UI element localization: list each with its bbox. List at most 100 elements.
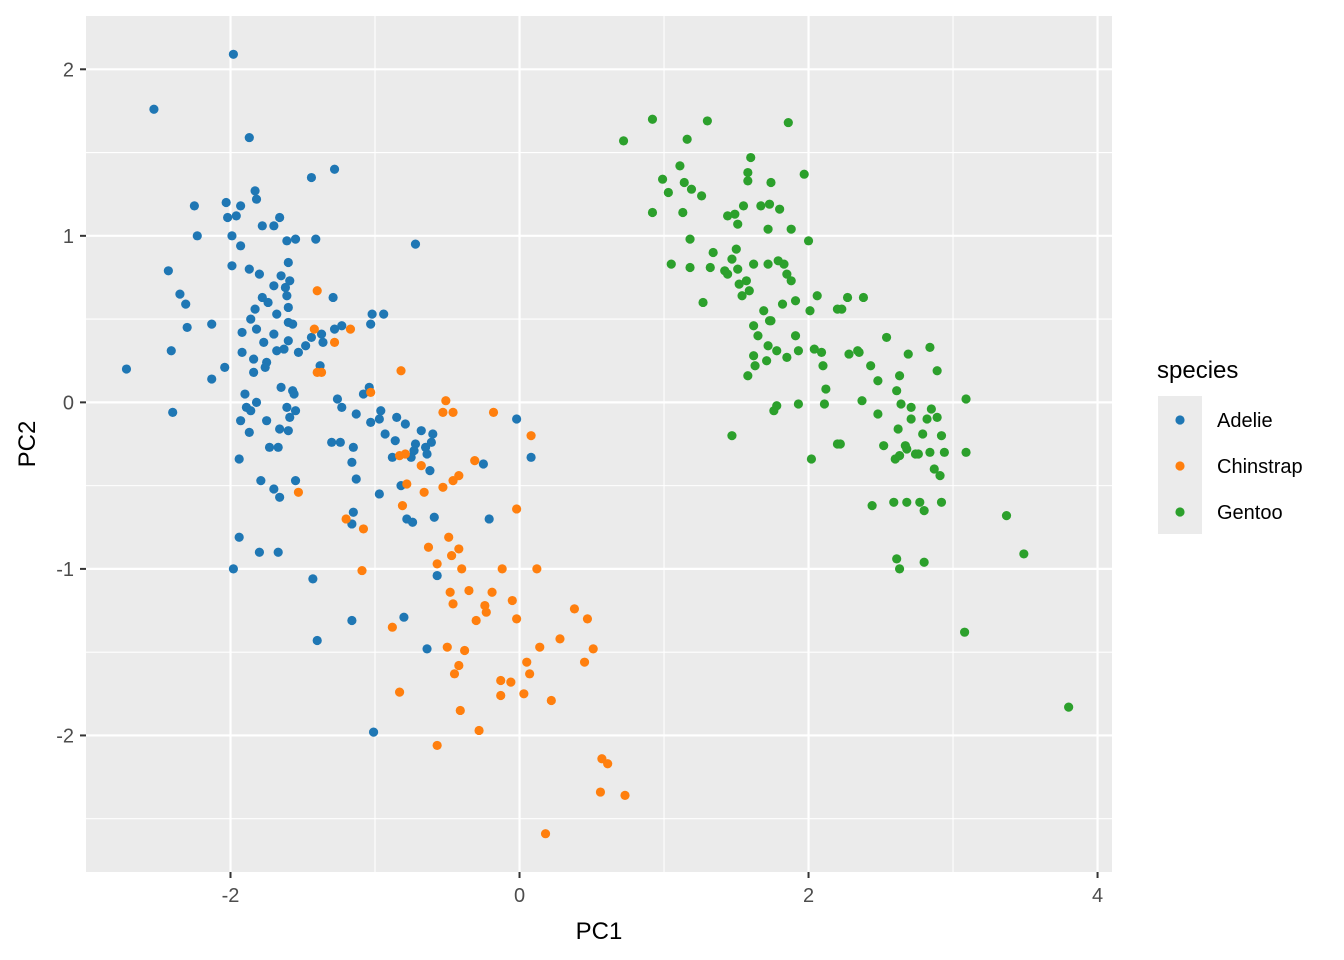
point-adelie (374, 489, 384, 499)
point-chinstrap (488, 407, 499, 417)
y-tick-label: 0 (63, 392, 74, 414)
point-chinstrap (423, 542, 434, 552)
point-adelie (262, 416, 272, 426)
point-gentoo (879, 441, 889, 451)
point-chinstrap (397, 501, 408, 511)
point-adelie (272, 309, 282, 319)
point-chinstrap (448, 476, 458, 486)
point-adelie (251, 194, 262, 204)
point-adelie (484, 514, 494, 524)
point-gentoo (806, 454, 817, 464)
point-adelie (399, 612, 409, 622)
point-chinstrap (402, 479, 412, 489)
point-gentoo (786, 224, 796, 234)
point-adelie (306, 172, 317, 183)
point-gentoo (666, 259, 676, 269)
point-chinstrap (532, 564, 542, 574)
point-gentoo (809, 344, 819, 354)
point-gentoo (925, 447, 935, 457)
point-chinstrap (441, 396, 451, 406)
point-adelie (351, 474, 361, 484)
point-chinstrap (432, 740, 442, 751)
point-chinstrap (582, 614, 593, 624)
point-gentoo (766, 316, 776, 326)
point-gentoo (733, 264, 743, 274)
point-adelie (259, 337, 269, 348)
point-gentoo (675, 161, 685, 171)
point-gentoo (731, 244, 741, 254)
data-points (121, 49, 1074, 839)
point-gentoo (763, 341, 773, 351)
point-gentoo (647, 207, 658, 218)
point-adelie (422, 644, 432, 654)
point-adelie (182, 322, 192, 333)
point-adelie (276, 271, 286, 281)
point-gentoo (799, 169, 809, 179)
point-gentoo (766, 177, 776, 188)
point-gentoo (844, 349, 854, 359)
point-chinstrap (496, 690, 506, 701)
x-tick-label: 2 (803, 885, 814, 907)
point-gentoo (772, 346, 782, 356)
point-chinstrap (522, 657, 532, 667)
point-adelie (228, 564, 238, 574)
point-chinstrap (394, 687, 405, 697)
point-gentoo (902, 444, 912, 454)
point-adelie (290, 406, 301, 416)
panel-background (86, 16, 1112, 872)
point-gentoo (803, 236, 814, 246)
point-adelie (269, 329, 279, 339)
point-adelie (390, 436, 400, 446)
point-adelie (279, 344, 289, 354)
point-chinstrap (345, 324, 356, 334)
point-adelie (273, 442, 283, 452)
point-chinstrap (525, 669, 535, 679)
point-adelie (254, 269, 265, 279)
y-tick-label: 1 (63, 226, 74, 248)
point-chinstrap (496, 675, 506, 686)
point-gentoo (854, 347, 864, 358)
point-chinstrap (512, 614, 522, 624)
point-adelie (293, 347, 304, 358)
y-tick-label: -2 (56, 725, 74, 747)
point-gentoo (749, 321, 759, 331)
point-gentoo (961, 447, 971, 457)
point-gentoo (961, 394, 971, 404)
point-gentoo (894, 371, 905, 381)
point-chinstrap (603, 759, 613, 769)
x-tick-label: -2 (222, 885, 240, 907)
point-gentoo (663, 187, 673, 198)
legend-label-adelie: Adelie (1217, 410, 1273, 432)
point-gentoo (903, 349, 913, 359)
point-gentoo (682, 134, 692, 144)
point-adelie (192, 231, 202, 241)
point-gentoo (793, 399, 804, 409)
point-gentoo (782, 352, 792, 363)
point-gentoo (762, 356, 772, 366)
point-adelie (280, 282, 291, 293)
point-adelie (351, 409, 361, 419)
point-chinstrap (507, 595, 517, 606)
point-gentoo (756, 201, 766, 211)
point-gentoo (749, 259, 759, 269)
point-gentoo (697, 191, 707, 201)
point-gentoo (1064, 702, 1074, 712)
point-adelie (249, 354, 259, 364)
point-gentoo (922, 414, 932, 424)
point-gentoo (775, 204, 785, 214)
legend-key-chinstrap (1175, 461, 1185, 471)
point-chinstrap (329, 337, 340, 348)
point-adelie (337, 402, 347, 412)
point-adelie (283, 336, 293, 346)
point-adelie (327, 437, 337, 447)
x-tick-label: 0 (514, 885, 525, 907)
point-adelie (240, 389, 250, 399)
point-chinstrap (457, 564, 467, 574)
point-adelie (234, 532, 244, 542)
point-gentoo (818, 361, 828, 371)
point-gentoo (750, 361, 760, 371)
point-gentoo (892, 386, 902, 396)
point-gentoo (915, 497, 925, 507)
point-gentoo (919, 506, 929, 516)
point-adelie (374, 414, 384, 424)
